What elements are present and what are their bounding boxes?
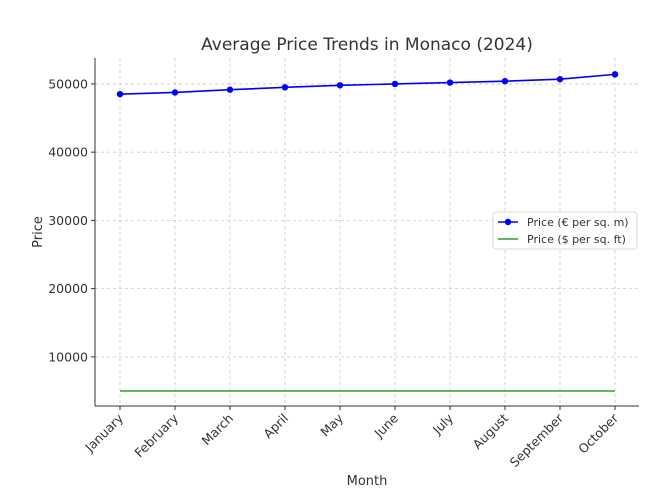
- data-point: [611, 71, 619, 78]
- x-tick-label: May: [317, 410, 346, 439]
- y-tick-label: 30000: [48, 213, 88, 228]
- y-axis-label: Price: [31, 216, 46, 248]
- data-point: [556, 75, 564, 83]
- x-tick-label: February: [131, 410, 181, 460]
- x-tick-label: August: [470, 410, 512, 452]
- data-point: [116, 90, 124, 98]
- x-tick-label: October: [575, 410, 622, 457]
- y-tick-label: 40000: [48, 145, 88, 160]
- legend-box: [492, 211, 638, 250]
- data-point: [391, 80, 399, 88]
- data-point: [171, 89, 179, 96]
- legend-entry-label: Price ($ per sq. ft): [527, 233, 626, 246]
- data-point: [446, 79, 454, 86]
- series: [116, 71, 619, 392]
- axes: [91, 58, 639, 410]
- legend-swatch-marker: [504, 218, 512, 226]
- x-tick-label: January: [81, 410, 126, 455]
- series-line: [119, 73, 616, 95]
- x-axis-label: Month: [347, 474, 388, 489]
- legend: Price (€ per sq. m) Price ($ per sq. ft): [492, 211, 638, 250]
- legend-entry-label: Price (€ per sq. m): [527, 216, 629, 229]
- chart-title: Average Price Trends in Monaco (2024): [201, 35, 533, 55]
- y-tick-label: 10000: [48, 349, 88, 364]
- x-tick-label: September: [507, 410, 567, 470]
- y-tick-label: 20000: [48, 281, 88, 296]
- x-tick-label: June: [371, 410, 402, 441]
- x-tick-label: March: [199, 411, 237, 449]
- data-point: [281, 84, 289, 91]
- data-point: [501, 78, 509, 85]
- y-tick-label: 50000: [48, 76, 88, 91]
- x-tick-label: July: [429, 410, 457, 438]
- data-point: [336, 82, 344, 89]
- x-tick-label: April: [260, 411, 291, 442]
- data-point: [226, 86, 234, 93]
- tick-labels: January February March April May June July Augu…: [48, 76, 621, 470]
